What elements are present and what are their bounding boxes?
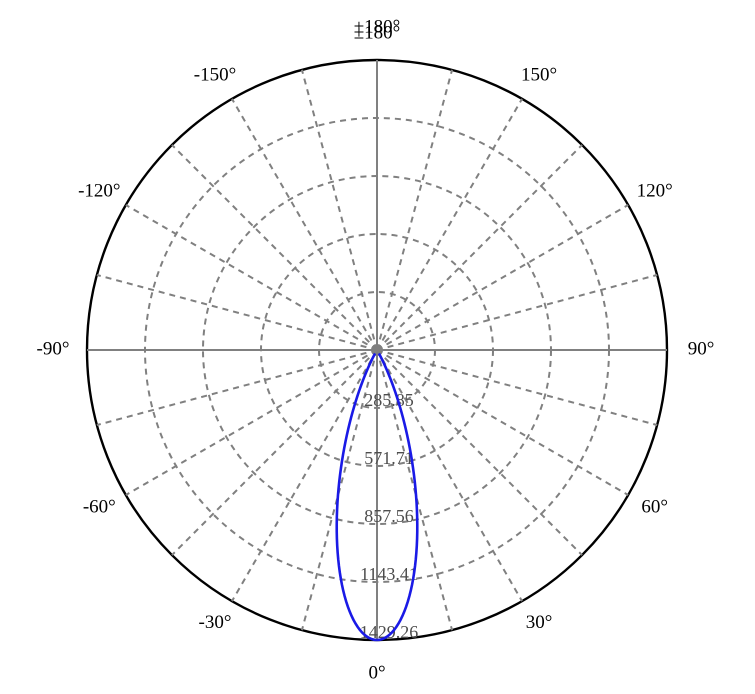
radial-tick-label: 285.85 <box>364 390 414 410</box>
angle-label: 60° <box>641 496 668 517</box>
angle-label: -150° <box>194 65 236 86</box>
grid-spoke <box>97 350 377 425</box>
grid-spoke <box>232 350 377 601</box>
grid-spoke <box>377 350 657 425</box>
angle-label-top: ±180° <box>354 22 401 43</box>
grid-spoke <box>302 70 377 350</box>
grid-spoke <box>232 99 377 350</box>
radial-tick-label: 571.71 <box>364 448 414 468</box>
angle-label: 90° <box>688 338 715 359</box>
grid-spoke <box>377 70 452 350</box>
angle-label: 30° <box>526 612 553 633</box>
grid-spoke <box>377 145 582 350</box>
grid-spoke <box>97 275 377 350</box>
angle-label: -120° <box>78 180 120 201</box>
polar-svg: 285.85 571.71 857.56 1143.41 1429.26 0° 30° 60°… <box>0 0 755 694</box>
radial-tick-label: 1429.26 <box>360 622 419 642</box>
grid-spoke <box>377 275 657 350</box>
radial-tick-label: 857.56 <box>364 506 414 526</box>
polar-chart: 285.85 571.71 857.56 1143.41 1429.26 0° 30° 60°… <box>0 0 755 694</box>
angle-label: 120° <box>637 180 673 201</box>
angle-label: -90° <box>37 338 70 359</box>
center-hub <box>373 346 381 354</box>
grid-spoke <box>172 145 377 350</box>
grid-spoke <box>377 99 522 350</box>
angle-label: 0° <box>368 662 385 683</box>
grid-spoke <box>172 350 377 555</box>
angle-label: -60° <box>83 496 116 517</box>
angle-label: 150° <box>521 65 557 86</box>
grid-spoke <box>377 205 628 350</box>
angle-label: -30° <box>199 612 232 633</box>
radial-tick-label: 1143.41 <box>360 564 418 584</box>
grid-spoke <box>126 205 377 350</box>
